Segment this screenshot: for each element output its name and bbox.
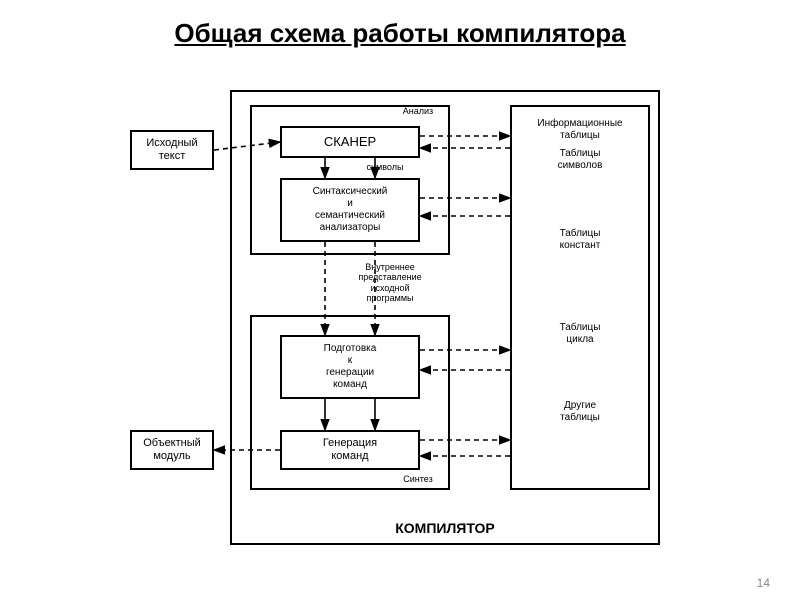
internal-rep-label: Внутреннеепредставлениеисходнойпрограммы [330,262,450,308]
synthesis-label: Синтез [390,474,446,486]
page-title: Общая схема работы компилятора [0,18,800,49]
source-text-box: Исходныйтекст [130,130,214,170]
tables-info: Информационныетаблицы [514,118,646,142]
symbols-label: символы [355,162,415,174]
tables-cycle: Таблицыцикла [514,322,646,346]
tables-other: Другиетаблицы [514,400,646,424]
gen-box: Генерациякоманд [280,430,420,470]
syntax-box: Синтаксическийисемантическийанализаторы [280,178,420,242]
tables-symbols: Таблицысимволов [514,148,646,172]
compiler-label: КОМПИЛЯТОР [230,520,660,542]
compiler-diagram: КОМПИЛЯТОР Исходныйтекст Объектныймодуль… [130,70,670,560]
page-number: 14 [757,576,770,590]
analysis-label: Анализ [390,106,446,118]
prep-box: Подготовкакгенерациикоманд [280,335,420,399]
scanner-box: СКАНЕР [280,126,420,158]
tables-const: Таблицыконстант [514,228,646,252]
object-module-box: Объектныймодуль [130,430,214,470]
